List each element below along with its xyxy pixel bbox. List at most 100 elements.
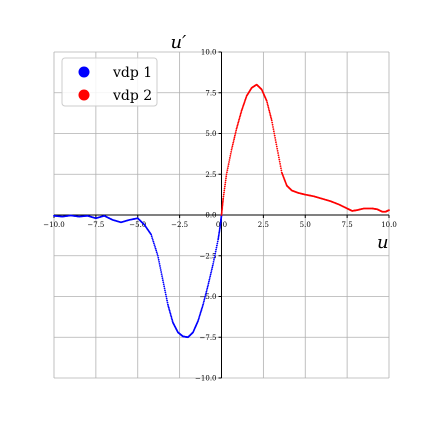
y-tick-label: −10.0 bbox=[195, 375, 216, 383]
data-point bbox=[271, 120, 273, 122]
data-point bbox=[157, 255, 159, 257]
data-point bbox=[205, 292, 207, 294]
y-tick-label: −7.5 bbox=[200, 334, 217, 342]
data-point bbox=[231, 149, 233, 151]
data-point bbox=[279, 161, 281, 163]
data-point bbox=[209, 277, 211, 279]
data-point bbox=[217, 241, 219, 243]
data-point bbox=[230, 151, 232, 153]
data-point bbox=[150, 234, 152, 236]
data-point bbox=[159, 267, 161, 269]
x-axis-label: u bbox=[377, 232, 389, 253]
x-tick-label: −10.0 bbox=[43, 221, 64, 229]
y-tick-label: −5.0 bbox=[200, 293, 217, 301]
x-tick-label: 10.0 bbox=[381, 221, 397, 229]
data-point bbox=[212, 265, 214, 267]
data-point bbox=[206, 291, 208, 293]
y-tick-label: 2.5 bbox=[205, 171, 216, 179]
data-point bbox=[216, 243, 218, 245]
data-point bbox=[157, 257, 159, 259]
data-point bbox=[227, 167, 229, 169]
data-point bbox=[272, 124, 274, 126]
x-tick-label: −2.5 bbox=[171, 221, 188, 229]
data-point bbox=[278, 159, 280, 161]
data-point bbox=[151, 235, 153, 237]
data-point bbox=[216, 245, 218, 247]
data-point bbox=[204, 296, 206, 298]
data-point bbox=[266, 100, 268, 102]
data-point bbox=[206, 289, 208, 291]
data-point bbox=[234, 133, 236, 135]
data-point bbox=[270, 116, 272, 118]
data-point bbox=[164, 287, 166, 289]
data-point bbox=[208, 282, 210, 284]
data-point bbox=[275, 139, 277, 141]
data-point bbox=[210, 272, 212, 274]
data-point bbox=[162, 279, 164, 281]
data-point bbox=[225, 179, 227, 181]
y-tick-label: 5.0 bbox=[205, 130, 216, 138]
data-point bbox=[161, 273, 163, 275]
data-point bbox=[225, 175, 227, 177]
data-point bbox=[223, 196, 225, 198]
data-point bbox=[223, 194, 225, 196]
data-point bbox=[211, 270, 213, 272]
data-point bbox=[279, 163, 281, 165]
data-point bbox=[233, 140, 235, 142]
data-point bbox=[268, 107, 270, 109]
data-point bbox=[213, 259, 215, 261]
data-point bbox=[225, 177, 227, 179]
data-point bbox=[275, 141, 277, 143]
data-point bbox=[165, 296, 167, 298]
data-point bbox=[158, 261, 160, 263]
data-point bbox=[273, 130, 275, 132]
data-point bbox=[161, 275, 163, 277]
data-point bbox=[208, 281, 210, 283]
data-point bbox=[166, 300, 168, 302]
data-point bbox=[276, 148, 278, 150]
data-point bbox=[159, 265, 161, 267]
x-tick-label: −7.5 bbox=[87, 221, 104, 229]
data-point bbox=[268, 108, 270, 110]
data-point bbox=[266, 102, 268, 104]
data-point bbox=[163, 283, 165, 285]
data-point bbox=[210, 274, 212, 276]
data-point bbox=[278, 154, 280, 156]
data-point bbox=[232, 144, 234, 146]
data-point bbox=[233, 138, 235, 140]
data-point bbox=[158, 259, 160, 261]
data-point bbox=[268, 110, 270, 112]
data-point bbox=[229, 159, 231, 161]
legend-label: vdp 2 bbox=[112, 88, 152, 104]
data-point bbox=[164, 292, 166, 294]
data-point bbox=[232, 142, 234, 144]
data-point bbox=[213, 257, 215, 259]
data-point bbox=[166, 298, 168, 300]
data-point bbox=[269, 113, 271, 115]
data-point bbox=[152, 239, 154, 241]
data-point bbox=[154, 246, 156, 248]
data-point bbox=[275, 143, 277, 145]
data-point bbox=[155, 250, 157, 252]
x-tick-label: 5.0 bbox=[300, 221, 311, 229]
y-tick-label: 10.0 bbox=[201, 49, 217, 57]
data-point bbox=[207, 286, 209, 288]
y-tick-label: 0.0 bbox=[205, 212, 216, 220]
data-point bbox=[206, 287, 208, 289]
data-point bbox=[271, 122, 273, 124]
data-point bbox=[228, 161, 230, 163]
data-point bbox=[280, 165, 282, 167]
data-point bbox=[276, 146, 278, 148]
data-point bbox=[160, 271, 162, 273]
data-point bbox=[270, 118, 272, 120]
data-point bbox=[154, 244, 156, 246]
data-point bbox=[205, 294, 207, 296]
data-point bbox=[234, 135, 236, 137]
data-point bbox=[156, 251, 158, 253]
data-point bbox=[222, 198, 224, 200]
legend-label: vdp 1 bbox=[112, 65, 152, 81]
data-point bbox=[214, 253, 216, 255]
y-tick-label: 7.5 bbox=[205, 89, 216, 97]
data-point bbox=[280, 170, 282, 172]
